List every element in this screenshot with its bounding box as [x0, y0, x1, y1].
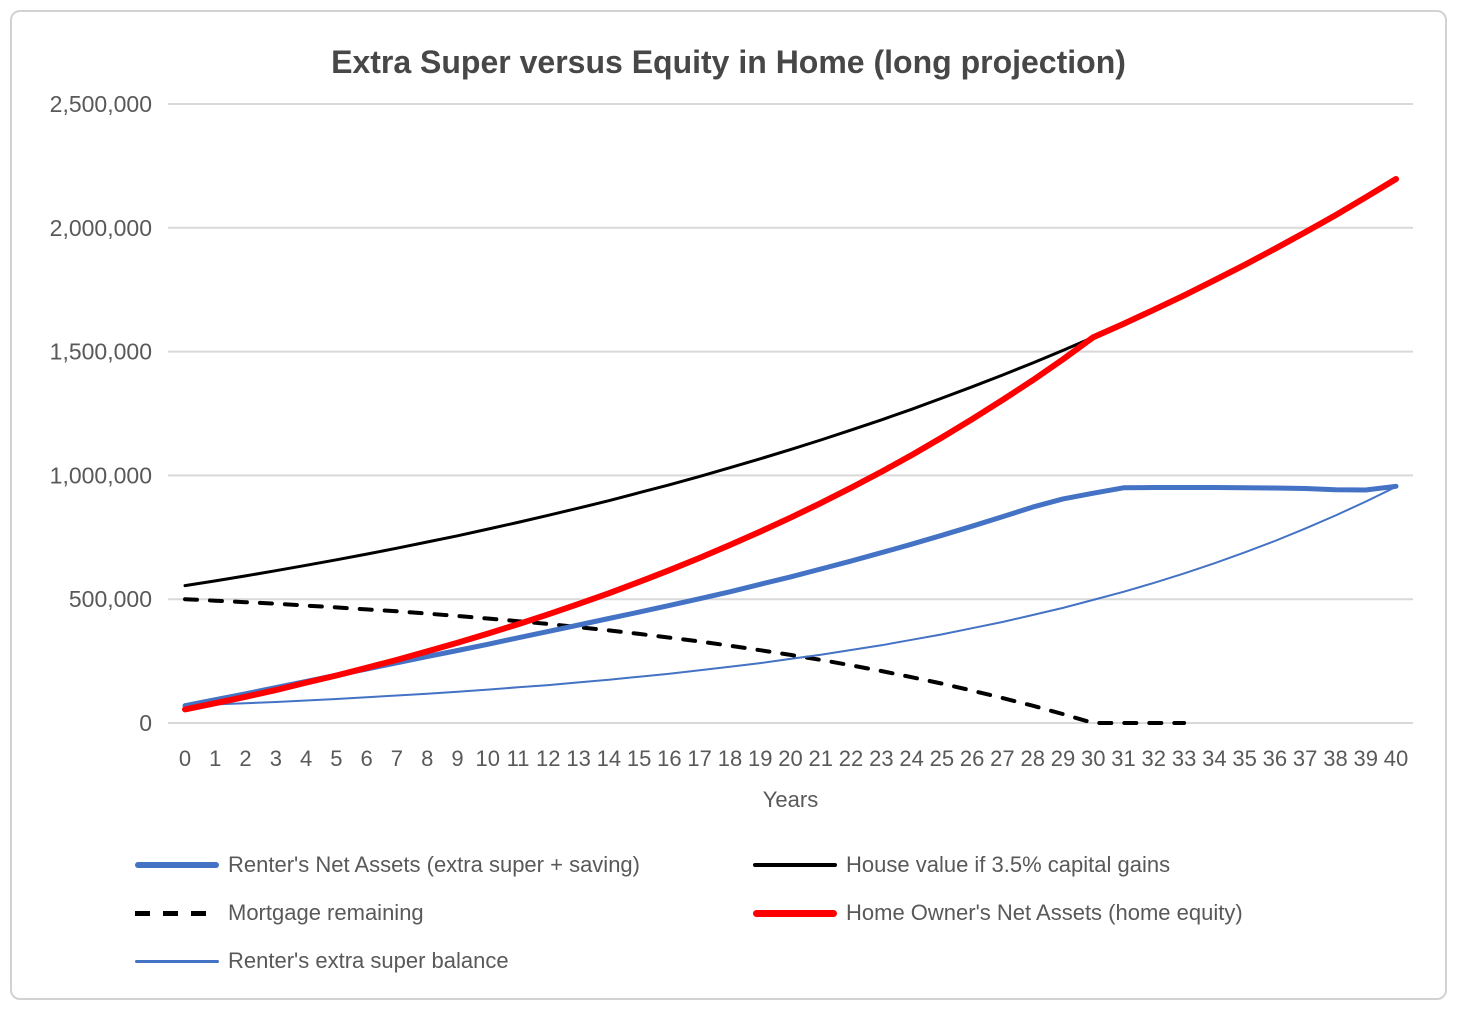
y-tick-label: 2,000,000 [50, 215, 152, 241]
x-tick-label: 18 [718, 746, 742, 771]
x-axis-labels: 0 1 2 3 4 5 6 7 8 9 10 11 12 13 14 15 16 17 18 19 20 21 22 23 24… [179, 746, 1408, 771]
x-tick-label: 22 [839, 746, 863, 771]
x-tick-label: 16 [657, 746, 681, 771]
x-tick-label: 36 [1263, 746, 1287, 771]
legend-label-house-value: House value if 3.5% capital gains [846, 852, 1171, 877]
x-tick-label: 1 [209, 746, 221, 771]
x-tick-label: 26 [960, 746, 984, 771]
chart-title: Extra Super versus Equity in Home (long … [331, 44, 1126, 80]
series-line-mortgage-remaining [183, 597, 1187, 725]
series-line-renter-extra-super [184, 485, 1397, 707]
y-tick-label: 2,500,000 [50, 91, 152, 117]
x-tick-label: 28 [1020, 746, 1044, 771]
x-tick-label: 7 [391, 746, 403, 771]
x-tick-label: 10 [476, 746, 500, 771]
legend-item-renter-net-assets: Renter's Net Assets (extra super + savin… [135, 851, 640, 879]
x-tick-label: 25 [930, 746, 954, 771]
x-tick-label: 33 [1172, 746, 1196, 771]
legend-marker-house-value [753, 863, 837, 867]
y-tick-label: 500,000 [69, 586, 152, 612]
x-tick-label: 39 [1353, 746, 1377, 771]
x-tick-label: 19 [748, 746, 772, 771]
legend-label-mortgage-remaining: Mortgage remaining [228, 900, 424, 925]
legend-label-home-owner-net-assets: Home Owner's Net Assets (home equity) [846, 900, 1243, 925]
x-tick-label: 3 [270, 746, 282, 771]
chart-frame [10, 10, 1447, 1000]
x-tick-label: 8 [421, 746, 433, 771]
x-tick-label: 29 [1051, 746, 1075, 771]
x-tick-label: 2 [239, 746, 251, 771]
gridlines [168, 103, 1413, 724]
y-axis-labels: 0 500,000 1,000,000 1,500,000 2,000,000 2,500… [50, 91, 152, 736]
legend-item-renter-extra-super: Renter's extra super balance [135, 947, 509, 975]
legend-item-house-value: House value if 3.5% capital gains [753, 851, 1170, 879]
x-tick-label: 6 [361, 746, 373, 771]
legend-marker-mortgage-remaining [135, 910, 219, 916]
x-tick-label: 20 [778, 746, 802, 771]
x-tick-label: 27 [990, 746, 1014, 771]
x-tick-label: 12 [536, 746, 560, 771]
y-tick-label: 1,000,000 [50, 462, 152, 488]
x-tick-label: 35 [1232, 746, 1256, 771]
x-tick-label: 24 [899, 746, 923, 771]
x-tick-label: 9 [451, 746, 463, 771]
x-tick-label: 4 [300, 746, 312, 771]
x-tick-label: 0 [179, 746, 191, 771]
x-tick-label: 34 [1202, 746, 1226, 771]
x-tick-label: 30 [1081, 746, 1105, 771]
x-tick-label: 17 [687, 746, 711, 771]
x-tick-label: 13 [566, 746, 590, 771]
series-line-house-value [183, 177, 1398, 588]
legend-label-renter-extra-super: Renter's extra super balance [228, 948, 509, 973]
legend-item-home-owner-net-assets: Home Owner's Net Assets (home equity) [753, 899, 1243, 927]
x-tick-label: 21 [809, 746, 833, 771]
x-tick-label: 15 [627, 746, 651, 771]
legend-item-mortgage-remaining: Mortgage remaining [135, 899, 424, 927]
x-tick-label: 14 [597, 746, 621, 771]
y-tick-label: 1,500,000 [50, 339, 152, 365]
legend-marker-renter-net-assets [135, 862, 219, 868]
x-tick-label: 37 [1293, 746, 1317, 771]
legend-label-renter-net-assets: Renter's Net Assets (extra super + savin… [228, 852, 640, 877]
x-tick-label: 5 [330, 746, 342, 771]
x-tick-label: 23 [869, 746, 893, 771]
y-tick-label: 0 [139, 710, 152, 736]
x-tick-label: 40 [1384, 746, 1408, 771]
x-tick-label: 11 [507, 746, 530, 771]
x-axis-title: Years [762, 787, 819, 812]
x-tick-label: 32 [1142, 746, 1166, 771]
series-line-home-owner-net-assets [182, 176, 1399, 713]
x-tick-label: 38 [1323, 746, 1347, 771]
x-tick-label: 31 [1111, 746, 1135, 771]
legend-marker-home-owner-net-assets [753, 909, 837, 917]
legend-marker-renter-extra-super [135, 959, 219, 963]
